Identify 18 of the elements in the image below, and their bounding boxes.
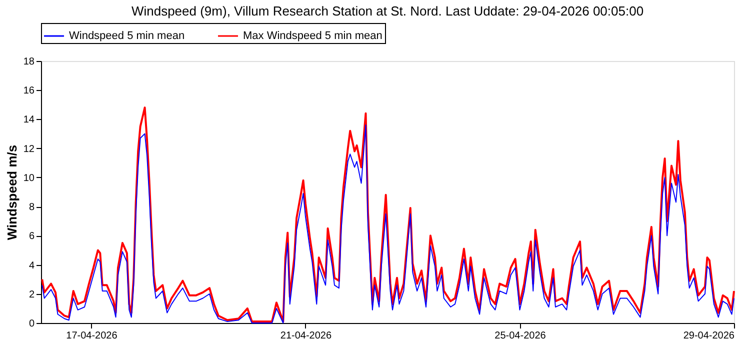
y-tick-label: 14 <box>23 114 35 126</box>
x-tick-label: 21-04-2026 <box>280 330 332 342</box>
chart-title: Windspeed (9m), Villum Research Station at St. Nord. Last Uddate: 29-04-2026 00:05:00 <box>131 4 644 18</box>
y-tick-label: 0 <box>28 318 35 330</box>
y-tick-label: 10 <box>23 172 35 184</box>
y-tick-label: 4 <box>28 260 35 272</box>
y-tick-label: 16 <box>23 86 35 97</box>
y-tick-label: 12 <box>23 144 35 155</box>
y-tick-label: 2 <box>28 289 35 300</box>
x-tick-label: 25-04-2026 <box>494 330 546 342</box>
y-tick-label: 6 <box>28 231 35 242</box>
x-tick-label: 17-04-2026 <box>66 330 118 342</box>
legend-label: Windspeed 5 min mean <box>69 30 185 42</box>
y-axis-title: Windspeed m/s <box>4 144 20 240</box>
x-tick-label: 29-04-2026 <box>683 330 735 342</box>
y-tick-label: 8 <box>28 202 35 214</box>
y-tick-label: 18 <box>23 56 35 68</box>
legend-label: Max Windspeed 5 min mean <box>243 30 382 42</box>
